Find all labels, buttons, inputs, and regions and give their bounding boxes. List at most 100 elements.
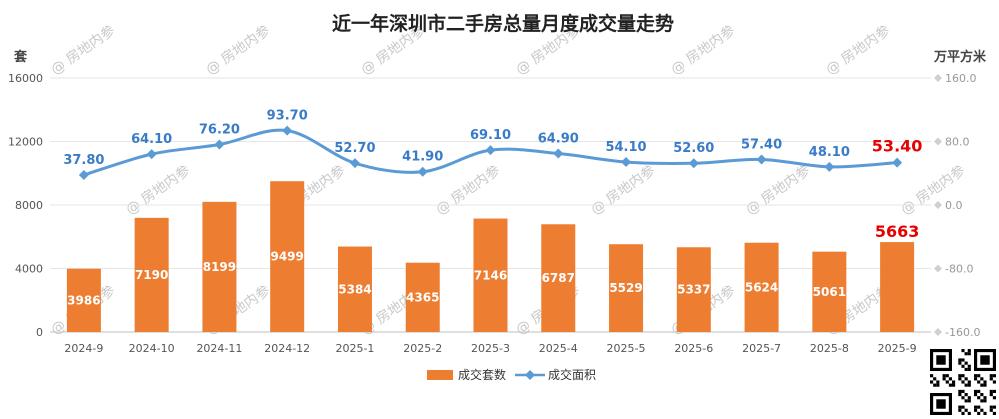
right-axis-unit: 万平方米 <box>933 49 987 65</box>
qr-module <box>952 380 956 384</box>
qr-module <box>936 380 940 384</box>
qr-module <box>933 383 937 387</box>
qr-module <box>980 399 984 403</box>
line-value-label: 52.70 <box>334 141 375 156</box>
x-tick-label: 2025-9 <box>878 342 917 355</box>
qr-module <box>977 396 981 400</box>
qr-module <box>989 393 993 397</box>
bar-value-label: 4365 <box>406 290 439 304</box>
qr-module <box>958 361 962 365</box>
bar-2025-8 <box>812 251 847 332</box>
qr-module <box>980 377 984 381</box>
legend-bar-label: 成交套数 <box>458 367 506 382</box>
qr-module <box>983 411 987 415</box>
line-value-label: 57.40 <box>741 137 782 152</box>
qr-module <box>958 405 962 409</box>
qr-module <box>964 361 968 365</box>
right-tick-marker <box>934 201 942 209</box>
right-tick-marker <box>934 264 942 273</box>
x-tick-label: 2025-3 <box>471 342 510 355</box>
qr-module <box>936 383 940 387</box>
qr-module <box>983 396 987 400</box>
line-value-label: 93.70 <box>267 109 308 124</box>
qr-code-icon <box>930 349 996 415</box>
qr-module <box>992 374 996 378</box>
bar-2025-1 <box>337 246 372 332</box>
watermark-text: @ 房地内参 <box>433 162 504 219</box>
bar-2025-6 <box>676 247 711 332</box>
line-value-label: 76.20 <box>199 123 240 138</box>
qr-module <box>974 377 978 381</box>
qr-module <box>992 411 996 415</box>
x-tick-label: 2025-4 <box>539 342 578 355</box>
right-tick-label: -80.0 <box>945 263 973 276</box>
qr-module <box>964 377 968 381</box>
qr-module <box>989 405 993 409</box>
watermark-text: @ 房地内参 <box>668 22 739 79</box>
qr-module <box>967 380 971 384</box>
bar-series: 3986 7190 8199 9499 5384 4365 7146 6787 5529 5337… <box>66 181 919 332</box>
qr-module <box>983 380 987 384</box>
line-point-2025-7 <box>756 154 767 165</box>
qr-module <box>967 349 971 353</box>
qr-module <box>977 380 981 384</box>
line-point-2025-5 <box>621 157 632 168</box>
qr-module <box>967 364 971 368</box>
qr-module <box>977 389 981 393</box>
bar-value-label: 7190 <box>135 268 168 282</box>
qr-module <box>945 374 949 378</box>
legend-line-label: 成交面积 <box>548 367 596 382</box>
bar-value-label: 5337 <box>677 283 710 297</box>
qr-module <box>989 377 993 381</box>
qr-module <box>961 380 965 384</box>
x-tick-label: 2025-5 <box>607 342 646 355</box>
qr-module <box>961 364 965 368</box>
line-point-2025-3 <box>485 145 496 156</box>
right-tick-label: -160.0 <box>945 326 980 339</box>
qr-module <box>974 389 978 393</box>
qr-module <box>967 367 971 371</box>
line-point-2024-12 <box>282 125 293 136</box>
qr-module <box>958 377 962 381</box>
left-tick-label: 16000 <box>8 72 43 85</box>
qr-module <box>964 408 968 412</box>
line-point-2024-10 <box>146 149 157 160</box>
qr-module <box>933 377 937 381</box>
qr-module <box>977 405 981 409</box>
line-point-2025-2 <box>417 166 428 177</box>
qr-module <box>989 374 993 378</box>
bar-value-label: 9499 <box>270 250 303 264</box>
x-tick-label: 2025-2 <box>403 342 442 355</box>
qr-finder-core <box>980 355 990 365</box>
qr-module <box>980 408 984 412</box>
qr-module <box>964 367 968 371</box>
x-tick-label: 2025-6 <box>674 342 713 355</box>
qr-module <box>952 383 956 387</box>
qr-finder-core <box>936 355 946 365</box>
line-point-2025-1 <box>349 158 360 169</box>
x-tick-label: 2024-11 <box>196 342 242 355</box>
qr-module <box>974 408 978 412</box>
left-tick-label: 0 <box>36 326 43 339</box>
qr-module <box>958 393 962 397</box>
x-tick-label: 2025-8 <box>810 342 849 355</box>
watermark-text: @ 房地内参 <box>823 22 894 79</box>
qr-module <box>967 399 971 403</box>
bar-value-label: 7146 <box>474 268 507 282</box>
left-axis-unit: 套 <box>13 49 28 65</box>
right-tick-marker <box>934 328 942 336</box>
bar-2025-7 <box>744 242 779 332</box>
watermark-text: @ 房地内参 <box>48 22 119 79</box>
left-axis-ticks: 0 4000 8000 12000 16000 <box>8 72 43 339</box>
x-tick-label: 2025-1 <box>335 342 374 355</box>
legend-line-marker <box>525 370 535 380</box>
qr-module <box>945 380 949 384</box>
qr-module <box>964 383 968 387</box>
right-tick-label: 160.0 <box>945 72 977 85</box>
x-tick-label: 2024-10 <box>129 342 175 355</box>
line-point-2025-9 <box>892 157 903 168</box>
qr-module <box>992 405 996 409</box>
watermark-text: @ 房地内参 <box>588 162 659 219</box>
line-point-2025-8 <box>824 161 835 172</box>
line-value-label: 37.80 <box>63 153 104 168</box>
